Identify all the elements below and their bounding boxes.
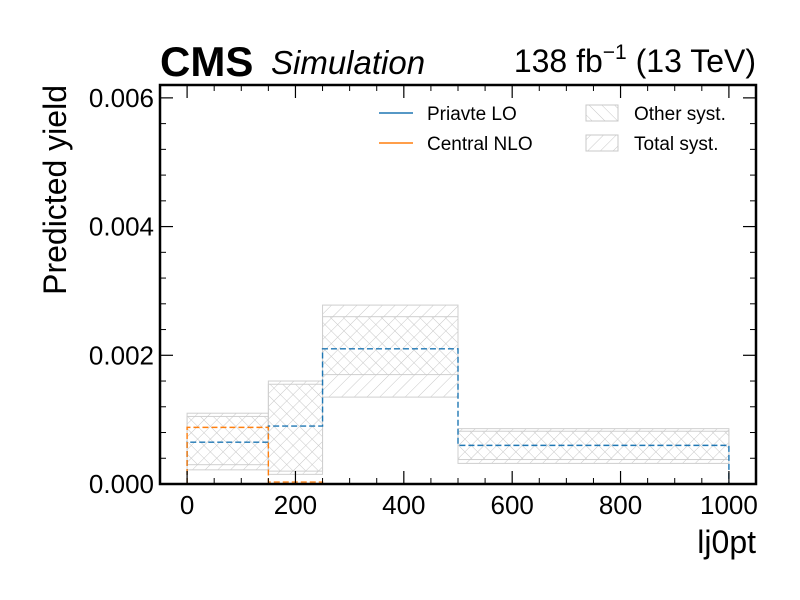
experiment-label: CMS: [160, 38, 253, 85]
lumi-energy: (13 TeV): [627, 43, 756, 79]
x-tick-label: 600: [490, 490, 533, 520]
y-tick-label: 0.004: [89, 212, 154, 242]
legend-label-total-syst: Total syst.: [634, 134, 718, 155]
legend: Priavte LO Central NLO Other syst. Total…: [379, 104, 726, 155]
simulation-label: Simulation: [271, 44, 425, 81]
x-tick-label: 0: [180, 490, 194, 520]
legend-label-priavte-lo: Priavte LO: [427, 104, 517, 125]
x-tick-label: 800: [599, 490, 642, 520]
y-axis-title: Predicted yield: [37, 85, 73, 295]
lumi-value: 138 fb: [514, 43, 603, 79]
x-tick-label: 400: [382, 490, 425, 520]
band-total-syst-bin-2: [322, 304, 459, 398]
axis-ticks: 0 200 400 600 800 1000 0.000 0.002 0.004 0.006: [89, 83, 758, 520]
x-tick-label: 200: [274, 490, 317, 520]
y-tick-label: 0.006: [89, 83, 154, 113]
y-tick-label: 0.002: [89, 340, 154, 370]
y-tick-label: 0.000: [89, 469, 154, 499]
series-priavte-lo-line: [186, 348, 730, 484]
luminosity-label: 138 fb−1 (13 TeV): [514, 41, 756, 79]
band-total-syst-bin-3: [457, 428, 730, 464]
plot-frame: [158, 83, 758, 486]
legend-label-central-nlo: Central NLO: [427, 134, 533, 155]
x-axis-title: lj0pt: [697, 524, 756, 560]
systematic-bands: [186, 304, 730, 475]
legend-swatch-total-syst: [585, 134, 619, 152]
band-total-syst-bin-1: [267, 380, 324, 475]
legend-label-other-syst: Other syst.: [634, 104, 726, 125]
legend-swatch-other-syst: [585, 104, 619, 122]
x-tick-label: 1000: [700, 490, 758, 520]
lumi-exponent: −1: [603, 41, 627, 64]
